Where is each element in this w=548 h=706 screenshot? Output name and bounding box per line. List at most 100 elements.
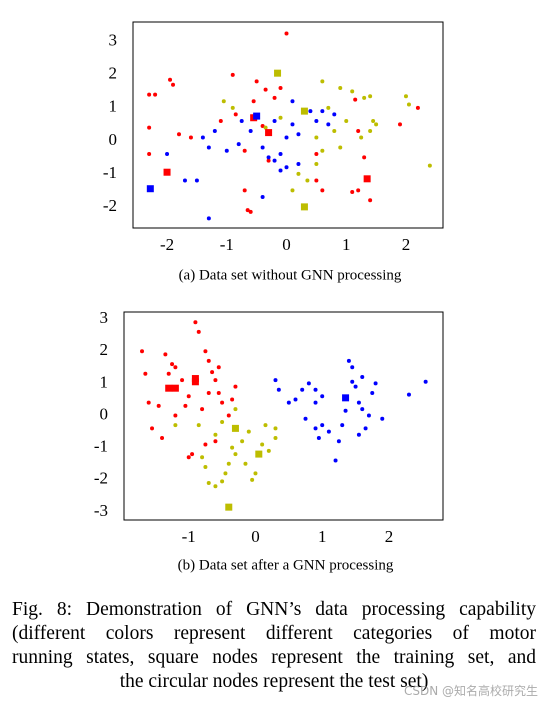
y-tick-label: 1 xyxy=(109,97,118,116)
test-point xyxy=(226,413,231,418)
test-point xyxy=(245,208,250,213)
test-point xyxy=(186,394,191,399)
x-tick-label: -1 xyxy=(220,235,234,254)
test-point xyxy=(250,477,255,482)
test-point xyxy=(320,109,325,114)
test-point xyxy=(146,400,151,405)
test-point xyxy=(147,152,152,157)
test-point xyxy=(196,329,201,334)
test-point xyxy=(278,168,283,173)
test-point xyxy=(260,123,265,128)
test-point xyxy=(230,72,235,77)
train-point xyxy=(191,378,199,386)
test-point xyxy=(296,161,301,166)
train-point xyxy=(163,168,171,176)
y-tick-label: -2 xyxy=(94,469,108,488)
y-tick-label: 0 xyxy=(109,130,118,149)
test-point xyxy=(266,158,271,163)
test-point xyxy=(273,426,278,431)
test-point xyxy=(153,92,158,97)
test-point xyxy=(190,452,195,457)
test-point xyxy=(272,158,277,163)
x-tick-label: 0 xyxy=(282,235,291,254)
test-point xyxy=(406,102,411,107)
subcaption: (b) Data set after a GNN processing xyxy=(178,557,394,573)
test-point xyxy=(150,426,155,431)
test-point xyxy=(305,178,310,183)
train-point xyxy=(274,69,282,77)
test-point xyxy=(260,442,265,447)
test-point xyxy=(338,145,343,150)
test-point xyxy=(218,119,223,124)
test-point xyxy=(233,452,238,457)
test-point xyxy=(173,413,178,418)
train-point xyxy=(225,503,233,511)
test-point xyxy=(140,349,145,354)
figure-caption-line: (different colors represent different ca… xyxy=(12,623,536,644)
test-point xyxy=(360,407,365,412)
test-point xyxy=(206,216,211,221)
test-point xyxy=(200,135,205,140)
test-point xyxy=(143,371,148,376)
figure-caption-line: the circular nodes represent the test se… xyxy=(119,671,429,692)
y-tick-label: 0 xyxy=(100,404,109,423)
train-point xyxy=(363,175,371,183)
test-point xyxy=(203,349,208,354)
test-point xyxy=(313,387,318,392)
test-point xyxy=(203,464,208,469)
test-point xyxy=(326,122,331,127)
test-point xyxy=(213,484,218,489)
test-point xyxy=(260,194,265,199)
test-point xyxy=(293,397,298,402)
y-tick-label: -2 xyxy=(103,196,117,215)
test-point xyxy=(180,378,185,383)
test-point xyxy=(314,161,319,166)
test-point xyxy=(314,135,319,140)
test-point xyxy=(320,148,325,153)
test-point xyxy=(226,461,231,466)
test-point xyxy=(242,188,247,193)
test-point xyxy=(336,439,341,444)
test-point xyxy=(313,400,318,405)
test-point xyxy=(362,155,367,160)
test-point xyxy=(278,152,283,157)
test-point xyxy=(362,95,367,100)
test-point xyxy=(242,148,247,153)
test-point xyxy=(373,381,378,386)
test-point xyxy=(193,320,198,325)
test-point xyxy=(320,188,325,193)
y-tick-label: -3 xyxy=(94,501,108,520)
test-point xyxy=(173,423,178,428)
y-tick-label: -1 xyxy=(94,437,108,456)
test-point xyxy=(230,397,235,402)
test-point xyxy=(272,119,277,124)
test-point xyxy=(156,403,161,408)
test-point xyxy=(350,379,355,384)
test-point xyxy=(183,403,188,408)
test-point xyxy=(236,142,241,147)
test-point xyxy=(286,400,291,405)
test-point xyxy=(248,128,253,133)
test-point xyxy=(171,82,176,87)
test-point xyxy=(326,105,331,110)
test-point xyxy=(251,99,256,104)
test-point xyxy=(165,152,170,157)
test-point xyxy=(356,188,361,193)
test-point xyxy=(170,362,175,367)
test-point xyxy=(314,152,319,157)
train-point xyxy=(300,203,308,211)
watermark: CSDN @知名高校研究生 xyxy=(403,684,538,698)
test-point xyxy=(166,371,171,376)
test-point xyxy=(423,379,428,384)
test-point xyxy=(333,458,338,463)
test-point xyxy=(427,163,432,168)
test-point xyxy=(300,387,305,392)
test-point xyxy=(290,122,295,127)
train-point xyxy=(231,424,239,432)
test-point xyxy=(290,99,295,104)
x-tick-label: 2 xyxy=(402,235,411,254)
test-point xyxy=(233,384,238,389)
test-point xyxy=(216,365,221,370)
x-tick-label: 1 xyxy=(342,235,351,254)
